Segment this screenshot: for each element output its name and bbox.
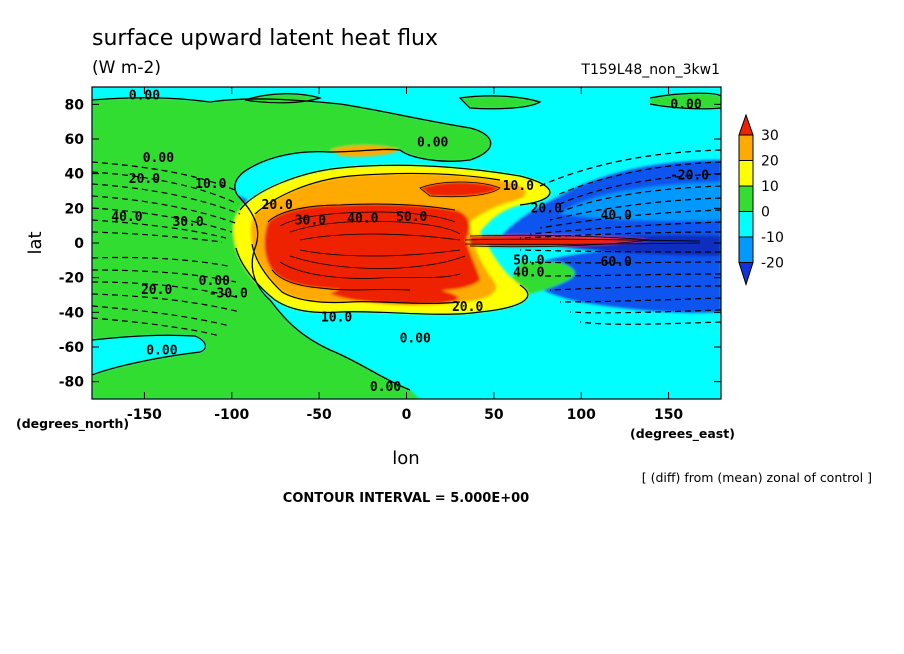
diff-annotation: [ (diff) from (mean) zonal of control ] bbox=[642, 470, 872, 485]
y-tick-label: 60 bbox=[65, 132, 85, 148]
colorbar-bottom-triangle bbox=[738, 262, 754, 287]
contour-labels: 0.00 0.00 0.00 0.00 20.0 10.0 -20.0 10.0 20.0 40.… bbox=[111, 89, 709, 395]
colorbar-tick-label: 20 bbox=[761, 154, 779, 170]
contour-label: 30.0 bbox=[295, 213, 326, 228]
green-patch-ne2 bbox=[650, 93, 721, 109]
contour-label: 20.0 bbox=[531, 201, 562, 216]
green-region bbox=[92, 97, 491, 399]
x-tick-label: 150 bbox=[654, 407, 683, 423]
x-units-label: (degrees_east) bbox=[630, 426, 735, 442]
y-units-label: (degrees_north) bbox=[16, 416, 129, 432]
colorbar-tick-label: -10 bbox=[761, 230, 784, 246]
red-patch-north bbox=[420, 182, 500, 197]
y-axis: 80 60 40 20 0 -20 -40 -60 -80 bbox=[59, 97, 721, 391]
contour-label: 40.0 bbox=[601, 208, 632, 223]
contour-label: 60.0 bbox=[601, 255, 632, 270]
y-tick-label: -60 bbox=[59, 340, 85, 356]
contour-label: 10.0 bbox=[503, 179, 534, 194]
contour-label: 0.00 bbox=[146, 343, 177, 358]
x-tick-label: -100 bbox=[214, 407, 249, 423]
contour-label: 50.0 bbox=[513, 253, 544, 268]
contour-label: 20.0 bbox=[452, 300, 483, 315]
colorbar-tick-label: 10 bbox=[761, 179, 779, 195]
colorbar-swatch bbox=[738, 160, 754, 187]
contour-label: 20.0 bbox=[129, 172, 160, 187]
x-axis: -150 -100 -50 0 50 100 150 bbox=[127, 87, 683, 423]
colorbar: 30 20 10 0 -10 -20 bbox=[738, 113, 784, 287]
green-patch-ne bbox=[460, 95, 540, 109]
y-tick-label: -40 bbox=[59, 305, 85, 321]
y-tick-label: 0 bbox=[74, 236, 84, 252]
colorbar-swatch bbox=[738, 134, 754, 161]
contour-label: 40.0 bbox=[347, 212, 378, 227]
contour-label: 0.00 bbox=[400, 331, 431, 346]
chart-title: surface upward latent heat flux bbox=[92, 26, 438, 51]
colorbar-tick-label: -20 bbox=[761, 256, 784, 272]
x-tick-label: 0 bbox=[402, 407, 412, 423]
y-tick-label: -80 bbox=[59, 375, 85, 391]
y-tick-label: 20 bbox=[65, 201, 85, 217]
x-tick-label: -150 bbox=[127, 407, 162, 423]
chart-units: (W m-2) bbox=[92, 58, 161, 78]
colorbar-swatch bbox=[738, 185, 754, 212]
contour-label: 10.0 bbox=[321, 311, 352, 326]
colorbar-tick-label: 0 bbox=[761, 205, 770, 221]
contour-label: 0.00 bbox=[199, 274, 230, 289]
x-tick-label: -50 bbox=[306, 407, 332, 423]
contour-field: 0.00 0.00 0.00 0.00 20.0 10.0 -20.0 10.0 20.0 40.… bbox=[92, 87, 721, 399]
x-tick-label: 100 bbox=[567, 407, 596, 423]
colorbar-top-triangle bbox=[738, 113, 754, 136]
contour-label: 50.0 bbox=[396, 210, 427, 225]
zero-contours-minor bbox=[92, 92, 721, 376]
light-blue-east bbox=[560, 182, 721, 221]
contour-lines bbox=[92, 97, 701, 391]
contour-label: -20.0 bbox=[670, 168, 709, 183]
x-axis-title: lon bbox=[392, 448, 419, 469]
colorbar-tick-label: 30 bbox=[761, 128, 779, 144]
contour-label: 20.0 bbox=[262, 198, 293, 213]
run-label: T159L48_non_3kw1 bbox=[580, 62, 720, 78]
contour-label: 30.0 bbox=[172, 215, 203, 230]
red-patch-south bbox=[330, 284, 459, 305]
contour-label: 0.00 bbox=[370, 380, 401, 395]
contour-label: 0.00 bbox=[417, 135, 448, 150]
y-tick-label: 80 bbox=[65, 97, 85, 113]
y-axis-title: lat bbox=[25, 231, 46, 254]
contour-label: 40.0 bbox=[513, 265, 544, 280]
contour-label: 0.00 bbox=[129, 89, 160, 104]
y-tick-label: -20 bbox=[59, 271, 85, 287]
dashed-contours bbox=[92, 149, 721, 337]
plot-area: 0.00 0.00 0.00 0.00 20.0 10.0 -20.0 10.0 20.0 40.… bbox=[59, 86, 722, 423]
colorbar-swatch bbox=[738, 236, 754, 263]
contour-interval: CONTOUR INTERVAL = 5.000E+00 bbox=[283, 491, 529, 506]
contour-label: 20.0 bbox=[141, 283, 172, 298]
colorbar-swatch bbox=[738, 211, 754, 238]
contour-label: 10.0 bbox=[195, 177, 226, 192]
contour-label: 0.00 bbox=[143, 151, 174, 166]
contour-label: 0.00 bbox=[670, 97, 701, 112]
contour-label: 40.0 bbox=[111, 210, 142, 225]
y-tick-label: 40 bbox=[65, 167, 85, 183]
contour-label: -30.0 bbox=[209, 286, 248, 301]
red-region bbox=[264, 204, 480, 291]
x-tick-label: 50 bbox=[484, 407, 504, 423]
